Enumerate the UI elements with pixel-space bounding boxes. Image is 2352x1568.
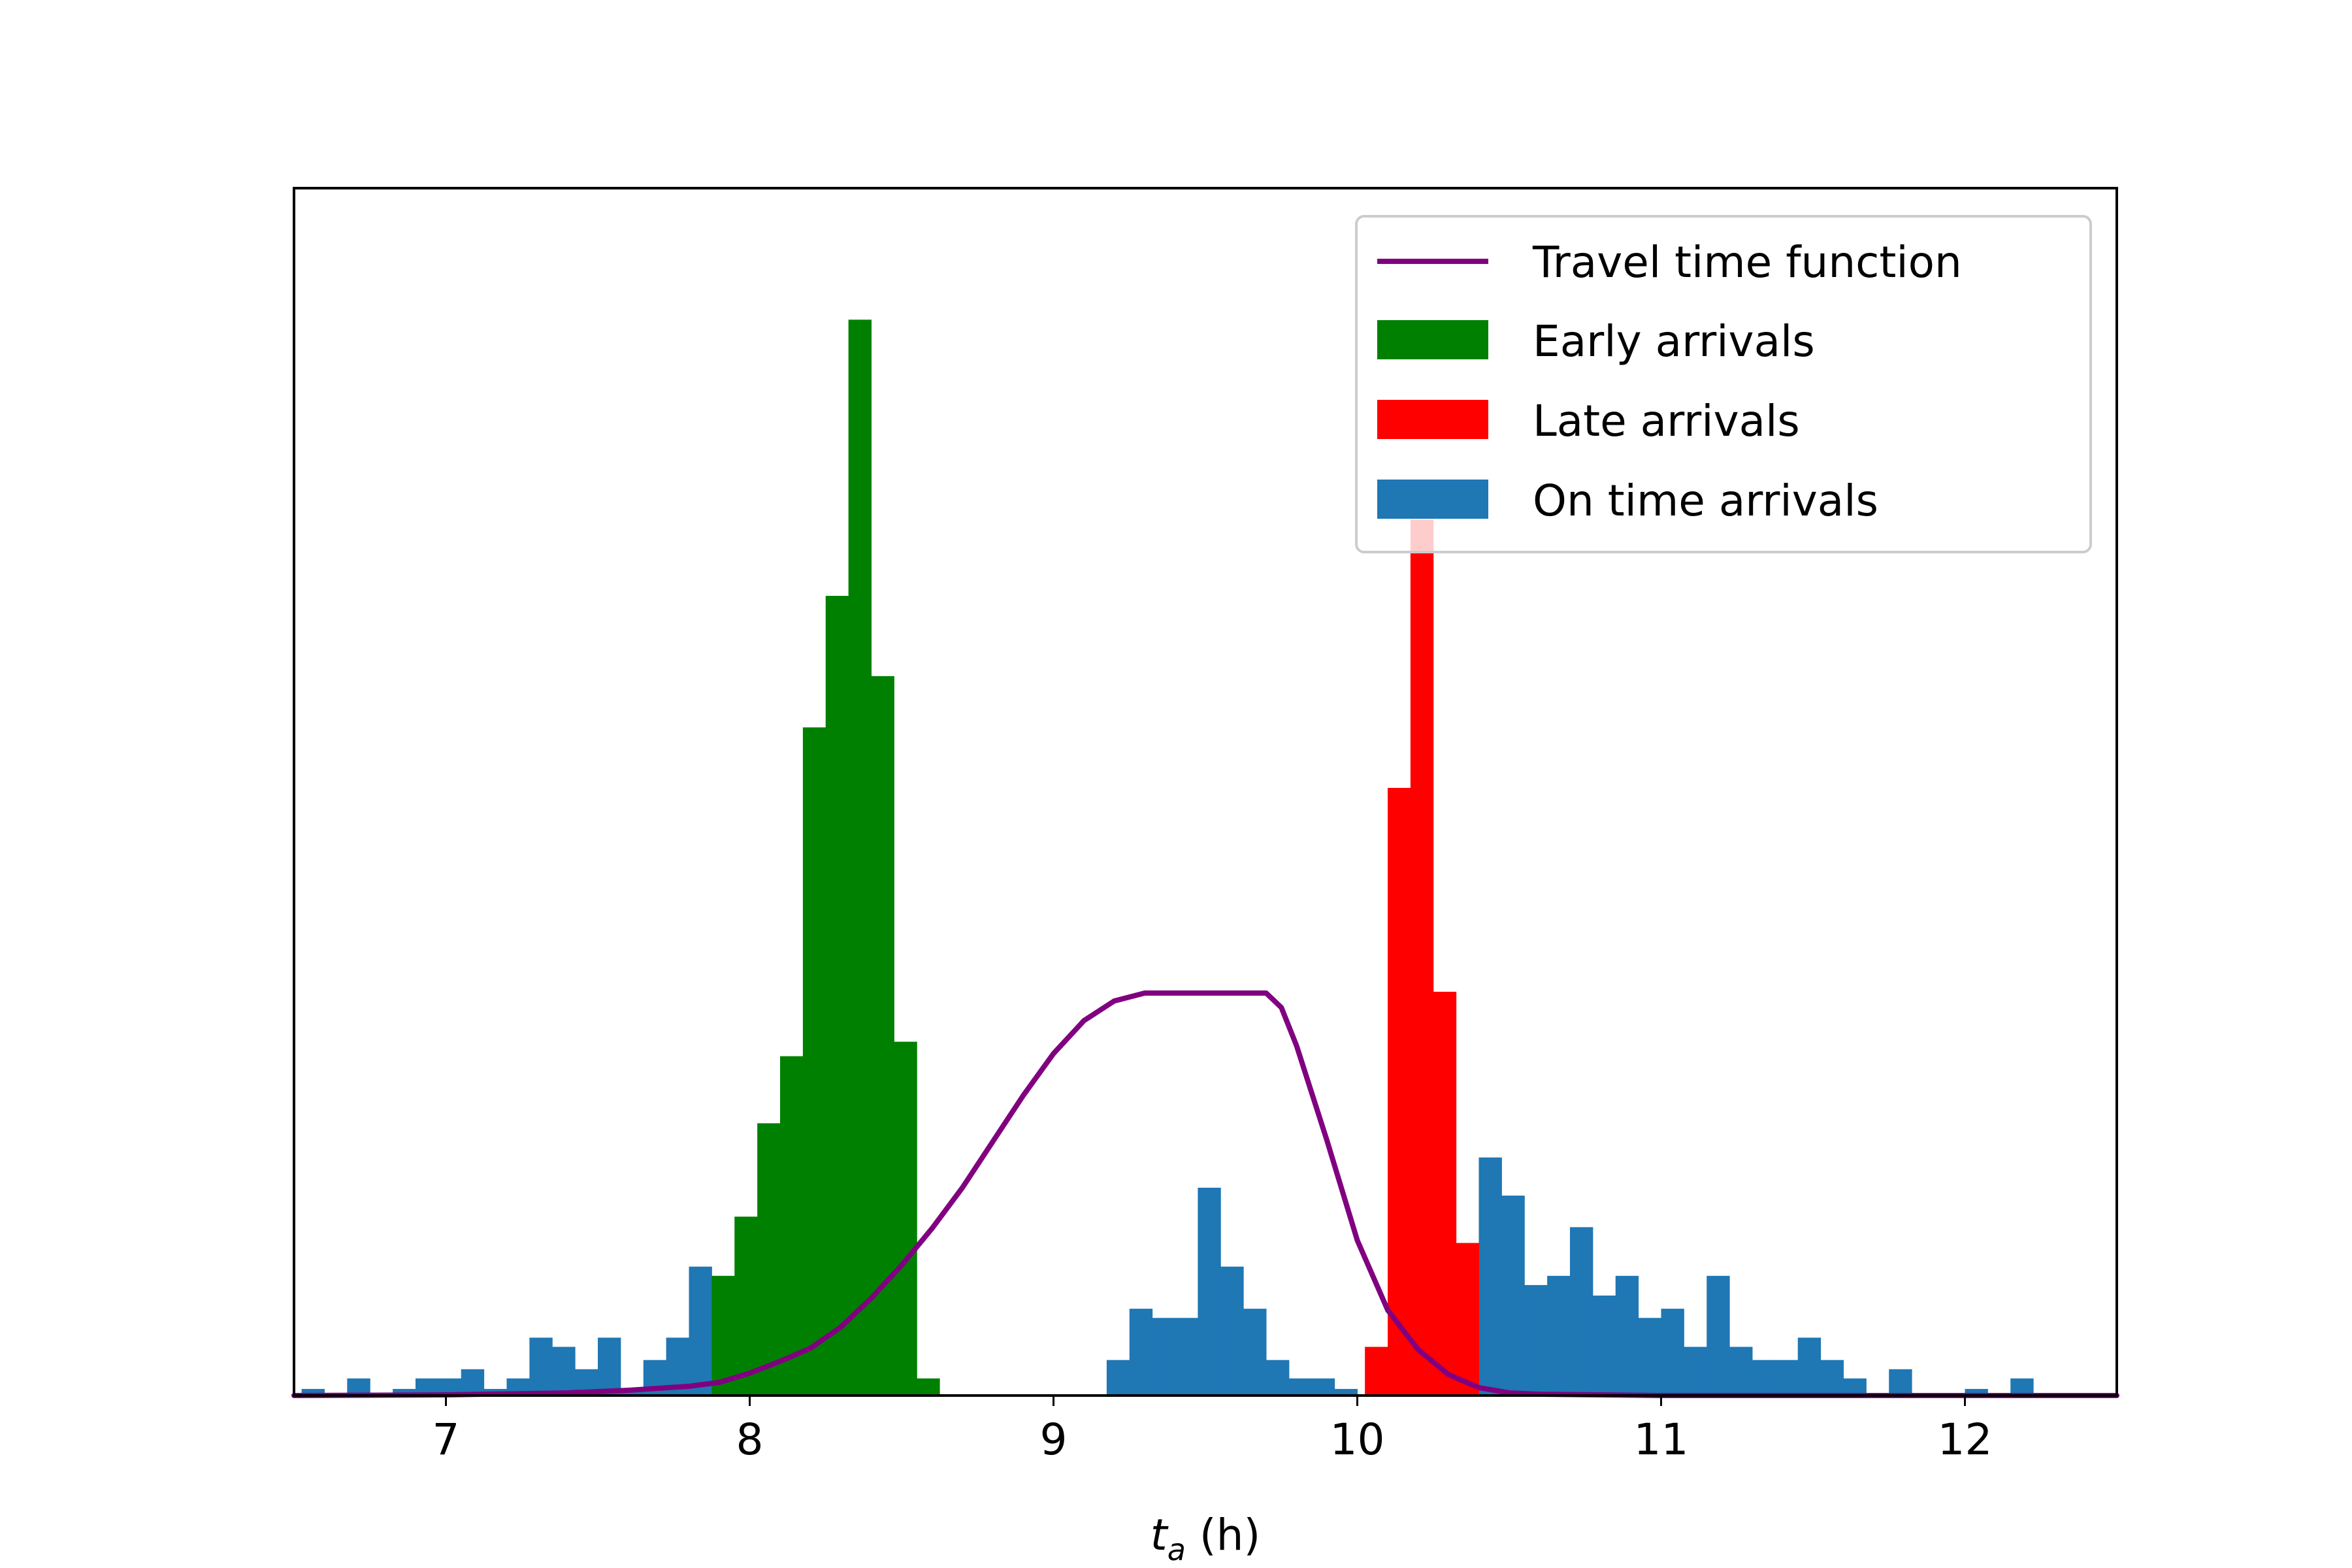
legend-label: Early arrivals xyxy=(1533,316,1815,367)
legend-swatch-red xyxy=(1377,400,1488,439)
histogram-bar xyxy=(1410,519,1434,1396)
histogram-bar xyxy=(1889,1369,1912,1396)
histogram-bar xyxy=(1752,1360,1776,1396)
x-tick-label: 12 xyxy=(1938,1414,1993,1465)
histogram-bar xyxy=(1570,1227,1593,1396)
histogram-bar xyxy=(711,1275,735,1396)
histogram-bar xyxy=(1129,1309,1153,1396)
legend-entry-on-time-arrivals: On time arrivals xyxy=(1377,476,1878,526)
histogram-bar xyxy=(1106,1360,1130,1396)
x-tick-label: 7 xyxy=(433,1414,460,1465)
histogram-bar xyxy=(734,1217,758,1396)
histogram-bar xyxy=(1524,1284,1548,1396)
histogram-bar xyxy=(1175,1318,1198,1396)
histogram-bar xyxy=(1220,1266,1244,1396)
x-tick-label: 10 xyxy=(1330,1414,1385,1465)
histogram-bar xyxy=(1729,1347,1753,1396)
histogram-bar xyxy=(1661,1309,1684,1396)
histogram-bar xyxy=(1684,1347,1707,1396)
histogram-bar xyxy=(598,1337,621,1396)
legend-label: Late arrivals xyxy=(1533,396,1800,446)
legend: Travel time function Early arrivals Late… xyxy=(1355,215,2092,553)
histogram-bar xyxy=(393,1388,416,1396)
histogram-bar xyxy=(1388,787,1411,1396)
histogram-bar xyxy=(1456,1243,1479,1396)
x-tick-label: 11 xyxy=(1634,1414,1689,1465)
histogram-bar xyxy=(1638,1318,1661,1396)
histogram-bar xyxy=(1266,1360,1290,1396)
histogram-bar xyxy=(1152,1318,1175,1396)
histogram-bar xyxy=(1615,1275,1639,1396)
early-arrivals-series xyxy=(711,319,940,1396)
histogram-bar xyxy=(917,1378,940,1396)
legend-entry-early-arrivals: Early arrivals xyxy=(1377,316,1815,367)
legend-swatch-green xyxy=(1377,320,1488,359)
histogram-bar xyxy=(1774,1360,1799,1396)
histogram-bar xyxy=(802,727,826,1396)
histogram-bar xyxy=(1820,1360,1844,1396)
travel-time-function-line xyxy=(291,990,2119,1398)
histogram-bar xyxy=(1311,1378,1335,1396)
histogram-bar xyxy=(1334,1388,1358,1396)
histogram-bar xyxy=(1243,1309,1267,1396)
histogram-bars xyxy=(301,319,2034,1396)
x-tick-label: 8 xyxy=(736,1414,764,1465)
histogram-bar xyxy=(1592,1296,1616,1396)
histogram-bar xyxy=(1501,1196,1525,1396)
late-arrivals-series xyxy=(1365,519,1479,1396)
histogram-bar xyxy=(529,1337,553,1396)
histogram-bar xyxy=(1843,1378,1867,1396)
legend-label: Travel time function xyxy=(1532,237,1962,287)
histogram-bar xyxy=(757,1123,781,1396)
x-axis-ticks: 7 8 9 10 11 12 xyxy=(433,1396,1993,1465)
histogram-bar xyxy=(552,1347,576,1396)
histogram-bar xyxy=(1547,1275,1571,1396)
x-tick-label: 9 xyxy=(1040,1414,1068,1465)
histogram-bar xyxy=(1198,1187,1221,1396)
histogram-bar xyxy=(1707,1275,1730,1396)
histogram-bar xyxy=(848,319,872,1396)
histogram-bar xyxy=(1965,1388,1988,1396)
histogram-bar xyxy=(689,1266,712,1396)
histogram-bar xyxy=(894,1041,917,1396)
histogram-bar xyxy=(780,1056,804,1396)
histogram-bar xyxy=(1797,1337,1821,1396)
axes-frame xyxy=(293,187,2118,1397)
histogram-bar xyxy=(1365,1347,1388,1396)
legend-swatch-blue xyxy=(1377,480,1488,519)
travel-time-curve-layer xyxy=(291,990,2119,1398)
histogram-bar xyxy=(1478,1157,1502,1396)
legend-label: On time arrivals xyxy=(1533,476,1878,526)
histogram-bar xyxy=(825,596,849,1396)
histogram-bar xyxy=(301,1388,325,1396)
on-time-arrivals-series xyxy=(301,1157,2034,1396)
legend-entry-late-arrivals: Late arrivals xyxy=(1377,396,1800,446)
histogram-bar xyxy=(1433,991,1457,1396)
histogram-bar xyxy=(1288,1378,1313,1396)
legend-entry-travel-time-function: Travel time function xyxy=(1377,237,1962,287)
histogram-bar xyxy=(461,1369,485,1396)
histogram-bar xyxy=(2010,1378,2034,1396)
x-axis-label: ta (h) xyxy=(1151,1510,1260,1567)
legend-frame xyxy=(1355,215,2092,553)
